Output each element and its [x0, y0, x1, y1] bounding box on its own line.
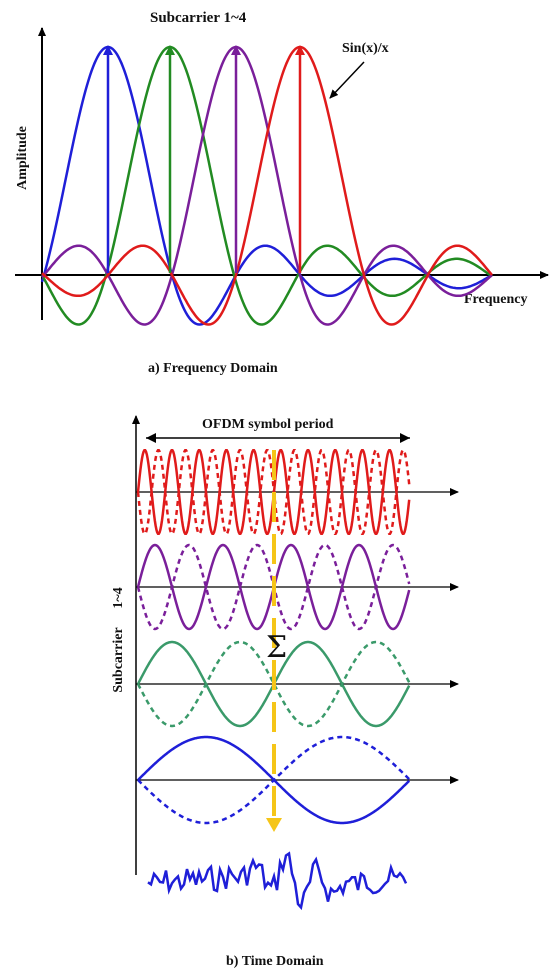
- time-caption: b) Time Domain: [226, 954, 324, 969]
- period-left-arrowhead: [146, 433, 156, 443]
- subcarrier-1-dashed-wave: [137, 735, 411, 825]
- amplitude-label: Amplitude: [15, 126, 30, 190]
- time-domain-panel: Subcarrier 1~4 OFDM symbol period Σ b) T…: [111, 415, 459, 969]
- sinc-curve-subcarrier-1: [40, 45, 493, 326]
- period-label: OFDM symbol period: [202, 417, 334, 432]
- subcarrier-4-dashed-wave: [136, 448, 411, 536]
- sinc-curves: [40, 45, 493, 326]
- frequency-caption: a) Frequency Domain: [148, 361, 278, 376]
- sinc-curve-subcarrier-4: [41, 45, 493, 326]
- sinc-curve-subcarrier-2: [40, 45, 493, 326]
- subcarrier-axis-sublabel: 1~4: [111, 587, 126, 608]
- sigma-symbol: Σ: [266, 630, 287, 665]
- sinc-pointer-arrow: [329, 61, 365, 99]
- period-right-arrowhead: [400, 433, 410, 443]
- frequency-label: Frequency: [464, 292, 528, 307]
- frequency-domain-panel: Subcarrier 1~4 Amplitude Frequency Sin(x…: [15, 10, 549, 376]
- ofdm-time-signal: [147, 851, 408, 911]
- frequency-title: Subcarrier 1~4: [150, 10, 247, 26]
- subcarrier-2-dashed-wave: [136, 640, 411, 728]
- sinc-label: Sin(x)/x: [342, 41, 389, 56]
- sinc-curve-subcarrier-3: [41, 45, 493, 326]
- subcarrier-axis-label: Subcarrier: [111, 627, 126, 692]
